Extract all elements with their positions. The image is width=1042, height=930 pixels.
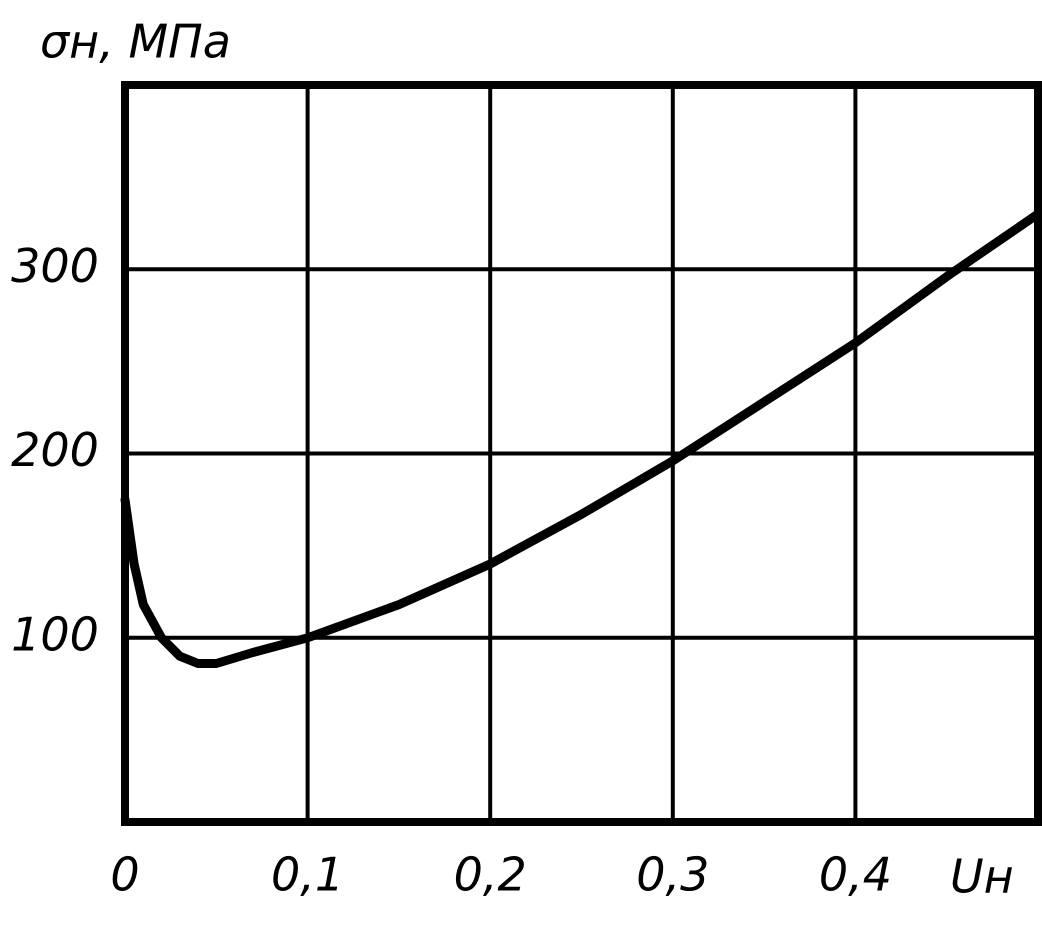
x-tick-label: 0,4 (819, 848, 892, 902)
y-tick-label: 200 (11, 423, 99, 477)
y-tick-label: 100 (11, 607, 99, 661)
x-tick-label: 0 (110, 848, 139, 902)
x-tick-label: 0,1 (271, 848, 344, 902)
x-axis-label: Uн (950, 850, 1014, 904)
data-line (120, 209, 1042, 668)
x-tick-label: 0,2 (454, 848, 527, 902)
x-tick-label: 0,3 (636, 848, 709, 902)
y-axis-label: σн, МПа (40, 15, 231, 69)
y-tick-label: 300 (11, 239, 99, 293)
